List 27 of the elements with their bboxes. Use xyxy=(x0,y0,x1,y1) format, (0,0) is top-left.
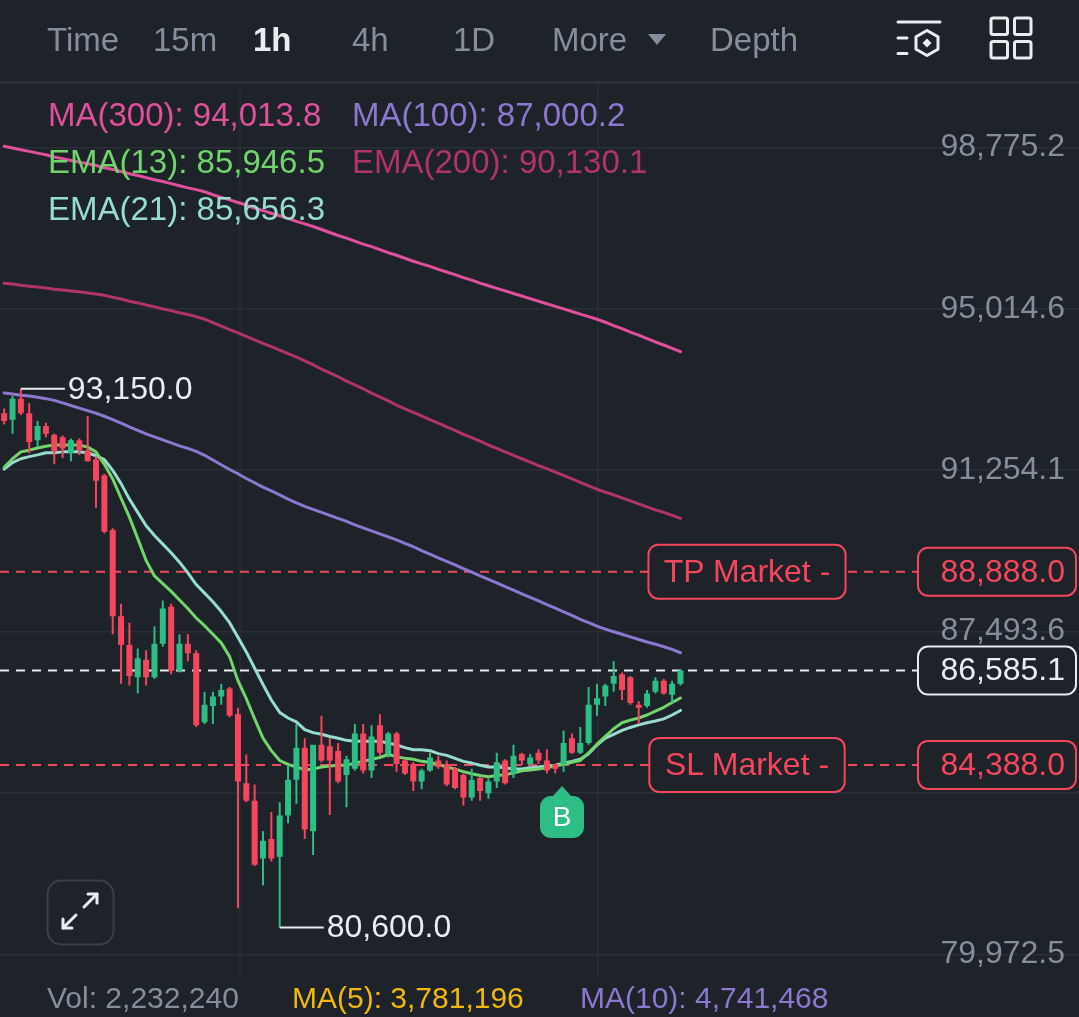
text: Time xyxy=(47,20,120,60)
text: 1D xyxy=(453,20,496,60)
text: 84,388.0 xyxy=(940,745,1065,782)
text: 1h xyxy=(253,20,292,60)
text: EMA(200): 90,130.1 xyxy=(352,142,648,182)
annotation: 80,600.0 xyxy=(326,908,452,945)
text: 15m xyxy=(153,20,218,60)
annotation: SL Market - xyxy=(664,745,830,782)
text: MA(5): 3,781,196 xyxy=(292,981,524,1015)
text: Depth xyxy=(710,20,799,60)
y-tick-label: 98,775.2 xyxy=(940,127,1065,164)
text: 86,585.1 xyxy=(940,651,1065,688)
text: 4h xyxy=(352,20,389,60)
text: 88,888.0 xyxy=(940,552,1065,589)
series-label: MA(300): 94,013.8 xyxy=(48,95,322,135)
annotation: 93,150.0 xyxy=(67,369,193,406)
text: MA(10): 4,741,468 xyxy=(580,981,829,1015)
annotation: B xyxy=(551,800,573,834)
y-tick-label: 87,493.6 xyxy=(940,611,1065,648)
y-tick-label: 91,254.1 xyxy=(940,449,1065,486)
candlestick xyxy=(635,701,642,725)
text: More xyxy=(552,20,628,60)
y-tick-label: 95,014.6 xyxy=(940,288,1065,325)
annotation: TP Market - xyxy=(663,552,831,589)
y-tick-label: 79,972.5 xyxy=(940,934,1065,971)
text: Vol: 2,232,240 xyxy=(47,981,239,1015)
text: MA(100): 87,000.2 xyxy=(352,95,626,135)
